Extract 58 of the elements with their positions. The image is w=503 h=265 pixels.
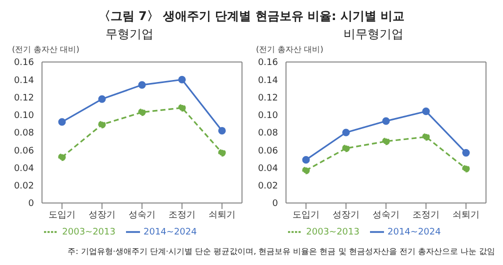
legend-label: 2014~2024 [144,227,197,238]
y-tick-label: 0.16 [258,58,278,68]
point [98,120,106,128]
x-tick-label: 성숙기 [372,210,400,220]
point [462,148,470,157]
legend-label: 2003~2013 [62,227,116,238]
x-tick-label: 쇠퇴기 [452,210,480,220]
y-tick-label: 0.16 [14,58,34,68]
point [58,153,66,161]
y-tick-label: 0.02 [258,182,278,192]
x-tick-label: 도입기 [292,210,320,220]
x-tick-label: 조정기 [168,210,196,220]
x-tick-label: 도입기 [48,210,76,220]
y-tick-label: 0.12 [14,93,34,104]
y-tick-label: 0.14 [14,76,34,86]
point [98,95,106,103]
point [382,117,390,125]
y-tick-label: 0.14 [258,76,278,86]
x-tick-label: 성장기 [332,210,360,220]
y-tick-label: 0.06 [14,146,34,156]
y-tick-label: 0.04 [258,164,278,174]
point [462,164,470,172]
point [382,138,390,146]
y-tick-label: 0 [28,199,34,210]
chart-title: 〈그림 7〉 생애주기 단계별 현금보유 비율: 시기별 비교 [97,8,406,25]
x-tick-label: 조정기 [412,210,440,220]
y-tick-label: 0 [272,199,278,210]
y-tick-label: 0.10 [258,111,278,122]
point [342,144,350,152]
point [342,128,350,136]
point [302,166,310,174]
text: 주: 기업유형·생애주기 단계·시기별 단순 평균값이며, 현금보유 비율은 현금 및 현금성자산을 전기 총자산으로 나눈 값임 [66,246,495,257]
point [138,108,146,116]
point [138,81,146,89]
y-tick-label: 0.10 [14,111,34,122]
legend-label: 2014~2024 [388,227,441,238]
legend-label: 2003~2013 [306,227,360,238]
y-tick-label: 0.08 [14,128,34,139]
chart-subtitle: 비무형기업 [342,26,404,43]
point [422,108,430,116]
point [218,126,226,135]
point [58,118,66,126]
x-tick-label: 쇠퇴기 [208,210,236,220]
x-tick-label: 성장기 [88,210,116,220]
y-tick-label: 0.02 [14,182,34,192]
point [422,133,430,141]
point [178,76,186,84]
x-tick-label: 성숙기 [128,210,156,220]
y-tick-label: 0.04 [14,164,34,174]
y-tick-label: 0.12 [258,93,278,104]
chart-subtitle: 무형기업 [104,26,154,43]
y-axis-title: (전기 총자산 대비) [12,44,80,55]
point [218,148,226,157]
point [178,104,186,112]
point [302,156,310,164]
y-axis-title: (전기 총자산 대비) [256,44,324,55]
y-tick-label: 0.06 [258,146,278,156]
y-tick-label: 0.08 [258,128,278,139]
